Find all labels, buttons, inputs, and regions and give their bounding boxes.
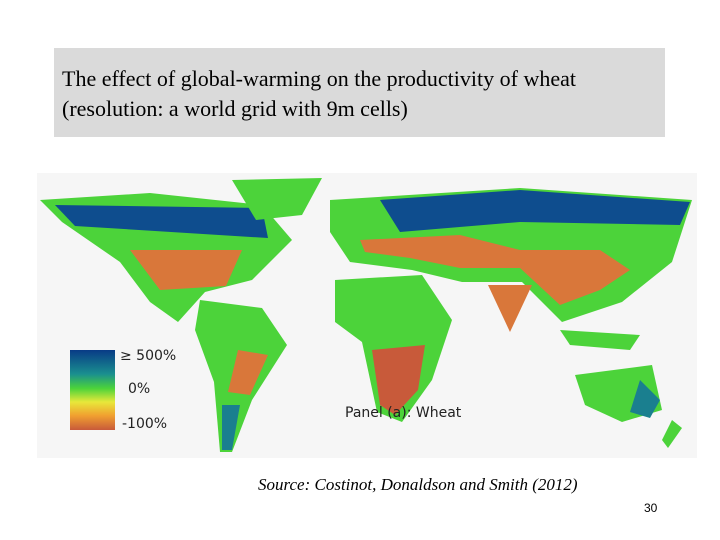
region: [55, 205, 268, 238]
page-number: 30: [644, 501, 658, 515]
legend-colorbar: [70, 350, 115, 430]
region: [130, 250, 242, 290]
legend-label: -100%: [122, 416, 167, 432]
continent: [232, 178, 322, 220]
title-box: [54, 48, 665, 137]
region: [228, 350, 268, 395]
title-line: The effect of global-warming on the prod…: [62, 66, 576, 91]
region: [360, 235, 630, 305]
region: [222, 405, 240, 450]
region: [380, 190, 690, 232]
islands: [560, 330, 640, 350]
title-line: (resolution: a world grid with 9m cells): [62, 96, 408, 121]
panel-label: Panel (a): Wheat: [345, 405, 462, 421]
source: Source: Costinot, Donaldson and Smith (2…: [258, 475, 578, 494]
region: [630, 380, 660, 418]
legend-label: ≥ 500%: [120, 348, 176, 364]
region: [372, 345, 425, 415]
region: [488, 285, 532, 332]
islands: [662, 420, 682, 448]
legend-label: 0%: [128, 381, 150, 397]
world-map: ≥ 500% 0% -100% Panel (a): Wheat: [37, 173, 697, 458]
